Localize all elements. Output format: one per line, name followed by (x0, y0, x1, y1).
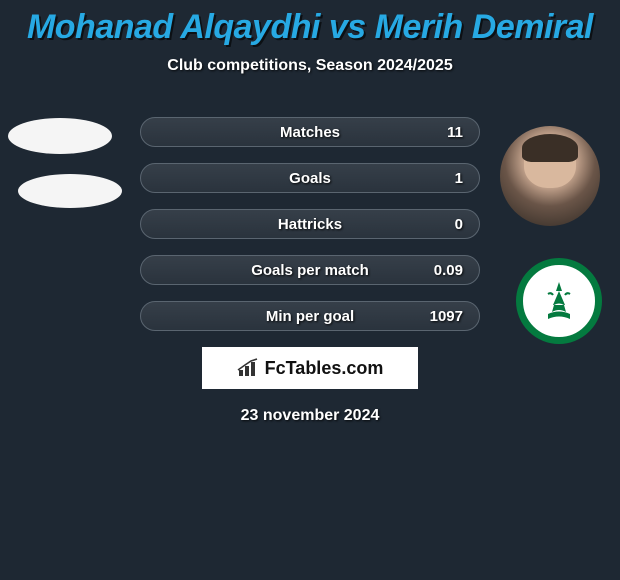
page-title: Mohanad Alqaydhi vs Merih Demiral (0, 0, 620, 47)
stat-row-min-per-goal: Min per goal 1097 (140, 301, 480, 331)
date: 23 november 2024 (0, 407, 620, 425)
subtitle: Club competitions, Season 2024/2025 (0, 57, 620, 75)
player2-club-badge (516, 258, 602, 344)
bar-chart-icon (237, 358, 261, 378)
stat-label: Min per goal (266, 308, 354, 325)
stat-value-right: 11 (447, 124, 463, 141)
stat-value-right: 1 (455, 170, 463, 187)
stat-value-right: 1097 (430, 308, 463, 325)
club-emblem-icon (536, 278, 582, 324)
stat-label: Hattricks (278, 216, 342, 233)
stat-value-right: 0.09 (434, 262, 463, 279)
stat-row-goals: Goals 1 (140, 163, 480, 193)
stat-label: Matches (280, 124, 340, 141)
player1-avatar-placeholder (8, 118, 112, 154)
player2-avatar (500, 126, 600, 226)
player1-club-placeholder (18, 174, 122, 208)
stat-label: Goals per match (251, 262, 369, 279)
stat-row-matches: Matches 11 (140, 117, 480, 147)
watermark: FcTables.com (202, 347, 418, 389)
stat-row-goals-per-match: Goals per match 0.09 (140, 255, 480, 285)
stat-label: Goals (289, 170, 331, 187)
stat-row-hattricks: Hattricks 0 (140, 209, 480, 239)
watermark-text: FcTables.com (265, 358, 384, 379)
stat-value-right: 0 (455, 216, 463, 233)
